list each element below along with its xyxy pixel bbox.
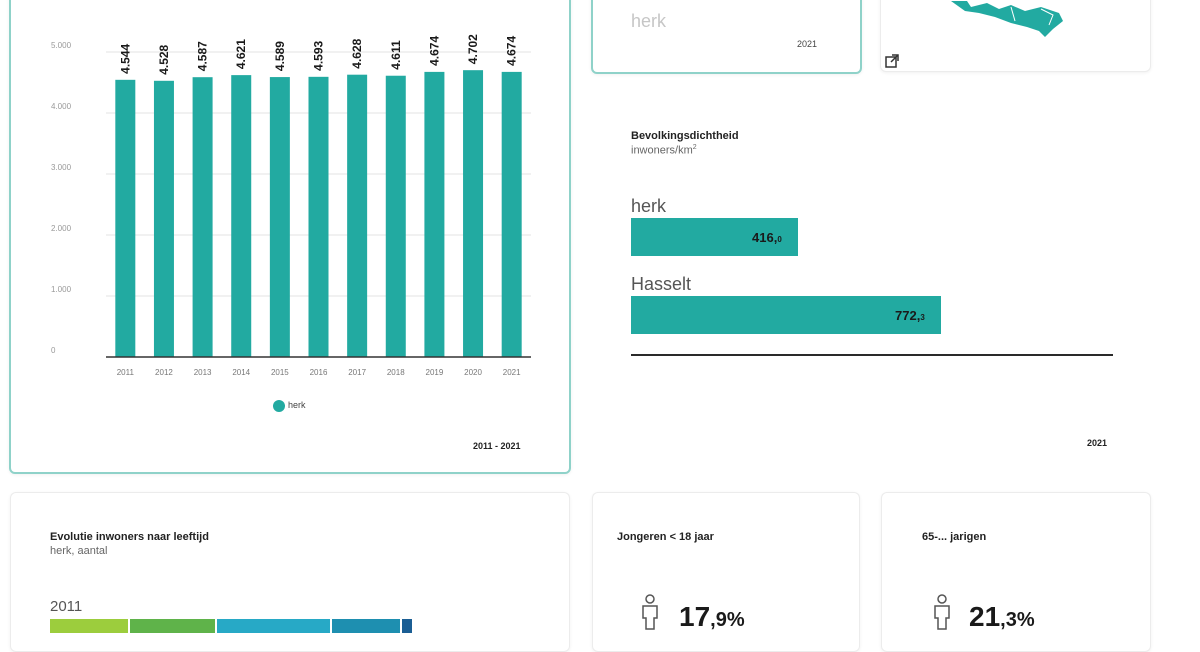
bar-value-label: 4.621 — [234, 39, 248, 69]
age-segment-5 — [402, 619, 412, 633]
bar-value-label: 4.544 — [118, 43, 132, 73]
legend-label: herk — [288, 400, 306, 410]
map-card[interactable] — [880, 0, 1151, 72]
youth-percentage: 17,9% — [679, 601, 745, 632]
bar-2021[interactable] — [501, 71, 522, 358]
x-tick-label: 2020 — [464, 368, 482, 377]
age-evolution-title: Evolutie inwoners naar leeftijd — [50, 531, 209, 543]
density-bar-hasselt — [631, 296, 941, 334]
y-tick-label: 3.000 — [51, 163, 72, 172]
x-tick-label: 2017 — [348, 368, 366, 377]
population-bar-chart: 0 1.000 2.000 3.000 4.000 5.000 4.544 2011 4.528… — [11, 0, 571, 392]
bar-value-label: 4.674 — [505, 36, 519, 66]
population-chart-svg: 0 1.000 2.000 3.000 4.000 5.000 4.544 2011 4.528… — [51, 34, 531, 377]
bar-2015[interactable] — [269, 77, 290, 358]
bar-2012[interactable] — [153, 80, 174, 358]
bar-2013[interactable] — [192, 77, 213, 358]
density-value-herk: 416,0 — [752, 230, 782, 245]
age-segment-2 — [130, 619, 215, 633]
density-baseline — [631, 354, 1113, 356]
bar-2019[interactable] — [424, 71, 445, 358]
age-year-label: 2011 — [50, 598, 83, 615]
density-card[interactable]: Bevolkingsdichtheid inwoners/km2 herk 41… — [590, 88, 1152, 472]
x-tick-label: 2014 — [232, 368, 250, 377]
y-tick-label: 4.000 — [51, 102, 72, 111]
x-tick-label: 2013 — [194, 368, 212, 377]
bar-2017[interactable] — [347, 74, 368, 357]
x-tick-label: 2019 — [426, 368, 444, 377]
x-tick-label: 2015 — [271, 368, 289, 377]
age-evolution-subtitle: herk, aantal — [50, 545, 108, 557]
bar-value-label: 4.593 — [312, 40, 326, 70]
inhabitants-card[interactable]: herk 2021 — [591, 0, 862, 74]
bar-2018[interactable] — [385, 75, 406, 357]
x-tick-label: 2016 — [310, 368, 328, 377]
municipality-map — [951, 1, 1063, 37]
density-bar-herk — [631, 218, 798, 256]
external-link-icon[interactable] — [885, 54, 899, 68]
legend-marker — [273, 400, 285, 412]
inhabitants-year: 2021 — [797, 39, 818, 49]
age-segment-3 — [217, 619, 330, 633]
youth-stat-card[interactable]: Jongeren < 18 jaar 17,9% — [592, 492, 860, 652]
bar-value-label: 4.528 — [157, 44, 171, 74]
bar-2011[interactable] — [115, 79, 136, 357]
bar-value-label: 4.674 — [427, 36, 441, 66]
elderly-stat-card[interactable]: 65-... jarigen 21,3% — [881, 492, 1151, 652]
bar-2016[interactable] — [308, 76, 329, 358]
bar-value-label: 4.587 — [196, 41, 210, 71]
density-year: 2021 — [1087, 438, 1108, 448]
age-segment-1 — [50, 619, 128, 633]
x-tick-label: 2011 — [117, 368, 135, 377]
bar-2014[interactable] — [231, 75, 252, 357]
y-tick-label: 5.000 — [51, 41, 72, 50]
elderly-percentage: 21,3% — [969, 601, 1035, 632]
population-chart-card[interactable]: 0 1.000 2.000 3.000 4.000 5.000 4.544 2011 4.528… — [9, 0, 571, 474]
x-tick-label: 2021 — [503, 368, 521, 377]
bar-value-label: 4.702 — [466, 34, 480, 64]
x-tick-label: 2012 — [155, 368, 173, 377]
x-tick-label: 2018 — [387, 368, 405, 377]
density-label-hasselt: Hasselt — [631, 274, 692, 294]
age-evolution-card[interactable]: Evolutie inwoners naar leeftijd herk, aa… — [10, 492, 570, 652]
density-title: Bevolkingsdichtheid — [631, 130, 739, 142]
person-icon — [934, 594, 950, 630]
youth-title: Jongeren < 18 jaar — [617, 531, 714, 543]
municipality-name: herk — [631, 11, 667, 31]
y-tick-label: 1.000 — [51, 285, 72, 294]
age-segment-4 — [332, 619, 400, 633]
bar-value-label: 4.611 — [389, 40, 403, 70]
density-label-herk: herk — [631, 196, 667, 216]
y-tick-label: 2.000 — [51, 224, 72, 233]
bar-value-label: 4.628 — [350, 38, 364, 68]
bar-2020[interactable] — [463, 70, 484, 357]
elderly-title: 65-... jarigen — [922, 531, 987, 543]
person-icon — [642, 594, 658, 630]
date-range-label: 2011 - 2021 — [473, 441, 521, 451]
density-value-hasselt: 772,3 — [895, 308, 925, 323]
y-tick-label: 0 — [51, 346, 56, 355]
bar-value-label: 4.589 — [273, 41, 287, 71]
density-unit: inwoners/km2 — [631, 144, 697, 157]
